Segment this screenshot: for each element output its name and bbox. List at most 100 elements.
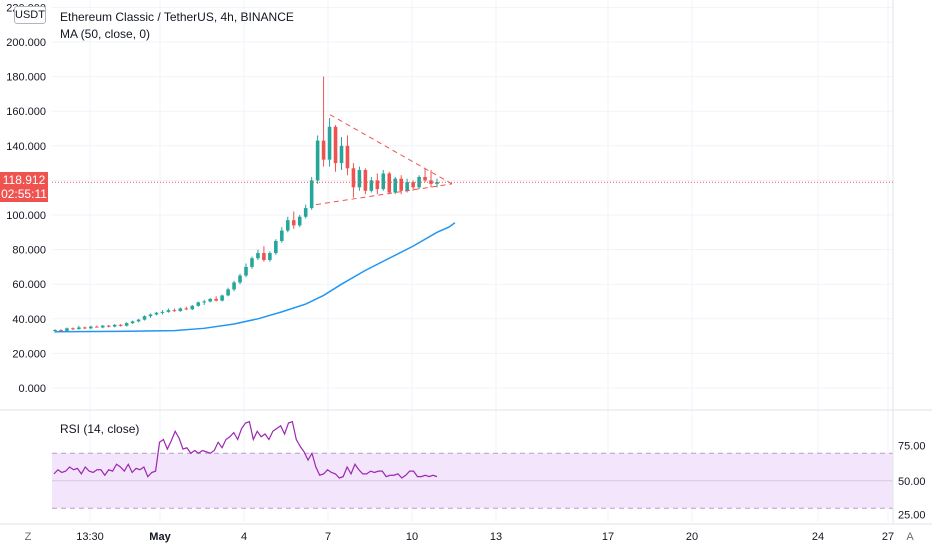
price-tick: 100.000 — [6, 210, 46, 222]
candle-body — [202, 301, 207, 303]
rsi-line — [53, 420, 438, 479]
price-tick: 0.000 — [18, 383, 46, 395]
candle-body — [321, 140, 326, 160]
candle-body — [280, 230, 284, 241]
price-tick: 80.000 — [12, 245, 46, 257]
price-tick: 200.000 — [6, 37, 46, 49]
candle-body — [238, 275, 242, 283]
candle-body — [291, 220, 296, 226]
candle-body — [94, 326, 99, 328]
candle-body — [399, 178, 403, 191]
candle-body — [411, 182, 415, 188]
time-tick: 20 — [686, 531, 698, 543]
candle-body — [285, 220, 290, 231]
candles — [53, 76, 439, 333]
candle-body — [435, 182, 439, 184]
time-tick: 17 — [602, 531, 614, 543]
candle-body — [130, 321, 135, 324]
candle-body — [160, 311, 165, 313]
candle-body — [351, 168, 356, 188]
candle-body — [59, 330, 63, 332]
candle-body — [124, 323, 129, 326]
candle-body — [429, 180, 433, 184]
ma50-series — [54, 222, 456, 333]
rsi-series — [53, 420, 438, 479]
current-price-label: 118.912 02:55:11 — [0, 172, 48, 202]
price-tick: 60.000 — [12, 279, 46, 291]
candle-body — [375, 180, 380, 190]
candle-body — [232, 282, 236, 290]
candle-body — [142, 316, 147, 320]
rsi-tick: 25.00 — [898, 509, 926, 521]
price-tick: 20.000 — [12, 348, 46, 360]
candle-body — [118, 324, 123, 326]
candle-body — [250, 258, 254, 267]
candle-body — [339, 145, 344, 164]
candle-body — [417, 176, 421, 188]
candle-body — [100, 325, 105, 328]
ma-line — [54, 222, 456, 333]
candle-body — [333, 126, 338, 164]
candle-body — [83, 327, 87, 329]
current-price-box — [0, 172, 48, 202]
candle-body — [112, 324, 117, 327]
candle-body — [208, 298, 212, 302]
price-tick: 160.000 — [6, 106, 46, 118]
candle-body — [381, 173, 386, 190]
candle-body — [244, 266, 248, 276]
candle-body — [214, 298, 218, 301]
candle-body — [172, 310, 177, 312]
grid — [52, 0, 893, 522]
candle-body — [184, 308, 189, 310]
candle-body — [345, 145, 350, 169]
candle-body — [387, 173, 392, 193]
zoom-button[interactable]: Z — [24, 531, 32, 543]
candle-body — [327, 126, 332, 160]
candle-body — [71, 328, 75, 330]
candle-body — [297, 216, 302, 226]
time-tick: 7 — [325, 531, 331, 543]
candle-body — [357, 170, 362, 188]
candle-body — [363, 170, 368, 191]
candle-body — [423, 176, 427, 181]
candle-body — [190, 305, 195, 310]
triangle-lower-line — [315, 183, 453, 206]
candle-body — [154, 312, 159, 315]
candle-body — [405, 182, 409, 191]
candle-body — [148, 314, 153, 317]
candle-body — [196, 302, 201, 306]
candle-body — [256, 253, 260, 259]
candle-body — [220, 295, 224, 301]
candle-body — [262, 253, 266, 260]
time-tick: 13 — [490, 531, 502, 543]
candle-body — [77, 327, 81, 330]
triangle-pattern — [315, 114, 453, 206]
candle-body — [166, 310, 171, 312]
candle-body — [369, 180, 374, 191]
indicator-ma-label: MA (50, close, 0) — [60, 27, 150, 41]
time-tick: 13:30 — [76, 531, 104, 543]
currency-badge[interactable]: USDT — [14, 6, 46, 24]
price-tick: 140.000 — [6, 141, 46, 153]
auto-scale-button[interactable]: A — [906, 531, 914, 543]
indicator-rsi-label: RSI (14, close) — [60, 422, 139, 436]
price-tick: 40.000 — [12, 314, 46, 326]
candle-body — [303, 208, 308, 217]
rsi-tick: 75.00 — [898, 440, 926, 452]
time-tick: 24 — [812, 531, 824, 543]
rsi-tick: 50.00 — [898, 476, 926, 488]
candle-body — [226, 289, 230, 296]
candle-body — [136, 319, 141, 322]
time-tick: 27 — [882, 531, 894, 543]
candle-body — [274, 240, 278, 254]
current-price: 118.912 — [3, 173, 46, 187]
candle-body — [65, 328, 69, 331]
chart-title: Ethereum Classic / TetherUS, 4h, BINANCE — [60, 10, 294, 24]
candle-body — [178, 308, 183, 312]
time-tick: May — [149, 531, 171, 543]
bar-countdown: 02:55:11 — [1, 187, 47, 201]
candle-body — [268, 253, 272, 260]
time-tick: 10 — [406, 531, 418, 543]
